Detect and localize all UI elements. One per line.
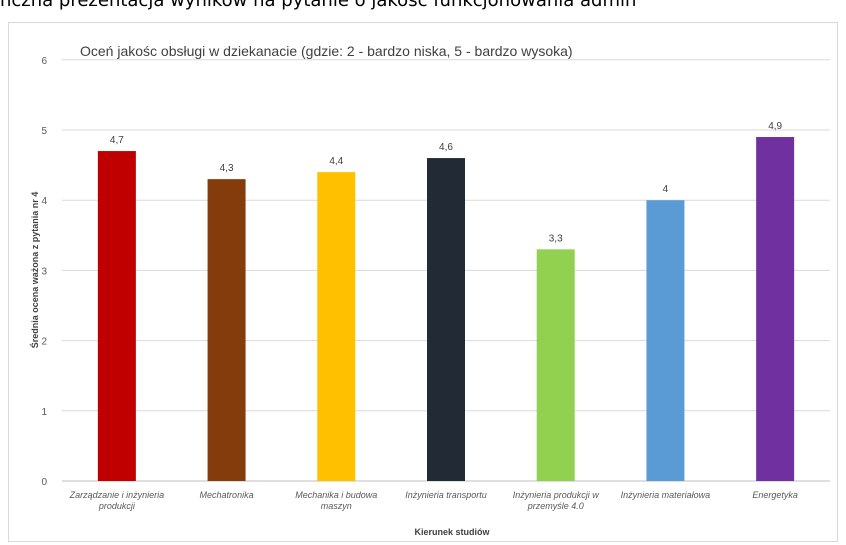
data-label: 4,7 xyxy=(110,135,124,146)
x-category-label: Inżynieria produkcji w przemyśle 4.0 xyxy=(513,490,600,511)
data-label: 3,3 xyxy=(549,233,563,244)
y-tick-label: 0 xyxy=(41,477,47,488)
bar xyxy=(97,151,136,481)
bars xyxy=(97,137,795,481)
bar xyxy=(646,200,685,481)
page-heading: nczna prezentacja wyników na pytanie o j… xyxy=(0,0,637,11)
bar xyxy=(427,158,465,481)
data-label: 4,4 xyxy=(329,156,343,167)
bar xyxy=(207,179,246,481)
x-category-label: Mechatronika xyxy=(200,490,254,500)
y-tick-label: 1 xyxy=(41,407,47,418)
x-category-label: Mechanika i budowa maszyn xyxy=(295,490,377,511)
y-axis-ticks: 0 1 2 3 4 5 6 xyxy=(41,56,47,488)
chart-title: Oceń jakośc obsługi w dziekanacie (gdzie… xyxy=(80,43,573,59)
y-tick-label: 2 xyxy=(41,337,47,348)
bar xyxy=(756,137,795,481)
chart-frame xyxy=(8,22,838,542)
y-tick-label: 5 xyxy=(41,126,47,137)
x-category-label: Inżynieria materiałowa xyxy=(621,490,711,500)
x-axis-label: Kierunek studiów xyxy=(414,527,490,537)
x-category-label: Zarządzanie i inżynieria produkcji xyxy=(69,490,165,511)
y-tick-label: 3 xyxy=(41,266,47,277)
bar xyxy=(317,172,356,481)
data-label: 4,3 xyxy=(220,163,234,174)
y-axis-label: Średnia ocena ważona z pytania nr 4 xyxy=(29,192,40,349)
y-tick-label: 4 xyxy=(41,196,47,207)
x-category-label: Energetyka xyxy=(752,490,798,500)
bar xyxy=(536,249,575,481)
x-axis-categories: Zarządzanie i inżynieria produkcji Mechatr… xyxy=(69,490,798,511)
y-tick-label: 6 xyxy=(41,56,47,67)
data-label: 4,9 xyxy=(768,121,782,132)
data-label: 4,6 xyxy=(439,142,453,153)
x-category-label: Inżynieria transportu xyxy=(405,490,487,500)
data-labels: 4,7 4,3 4,4 4,6 3,3 4 4,9 xyxy=(110,121,783,244)
data-label: 4 xyxy=(663,184,669,195)
